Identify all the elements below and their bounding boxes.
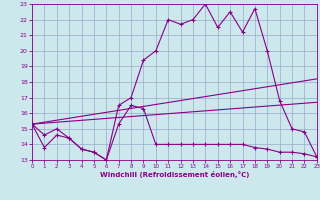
- X-axis label: Windchill (Refroidissement éolien,°C): Windchill (Refroidissement éolien,°C): [100, 171, 249, 178]
